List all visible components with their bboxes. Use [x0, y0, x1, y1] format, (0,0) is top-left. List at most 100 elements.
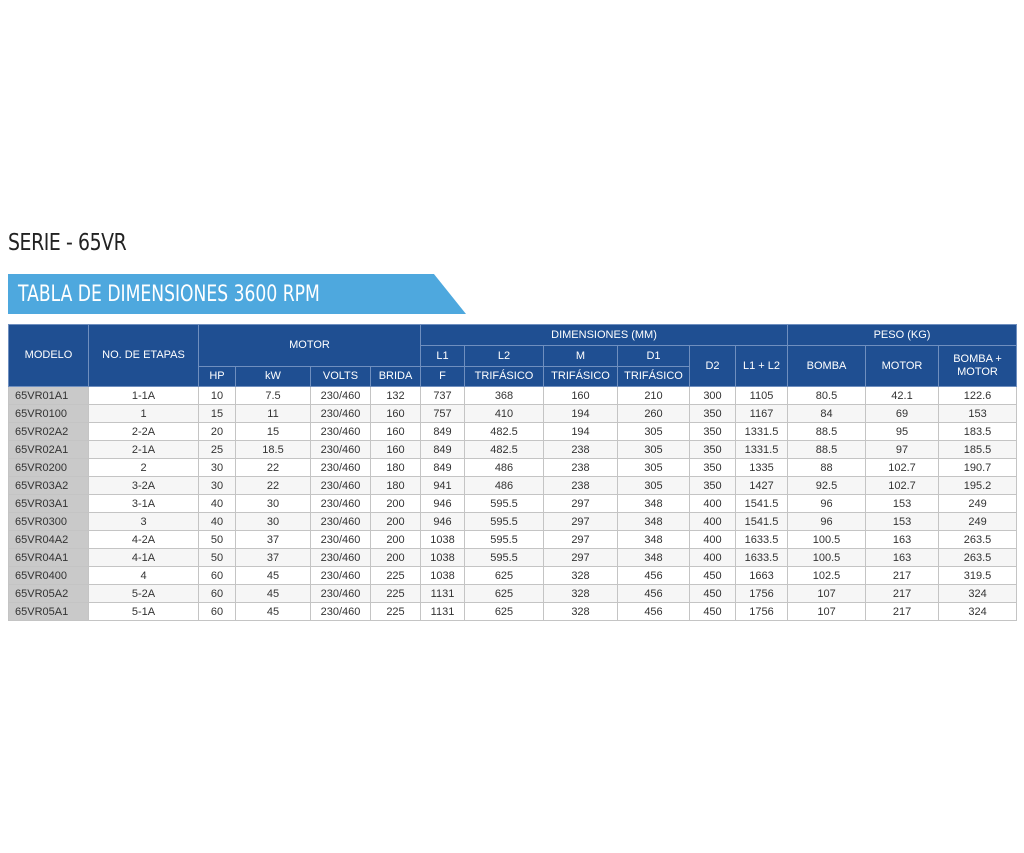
cell-l1-l2: 1633.5: [734, 530, 789, 549]
cell-m: 328: [543, 566, 618, 585]
table-row: 65VR03A2 3-2A 30 22 230/460 180 941 486 238 305 35…: [8, 476, 1018, 495]
cell-l2: 595.5: [464, 512, 544, 531]
cell-l2: 482.5: [464, 440, 544, 459]
cell-d2: 350: [689, 440, 736, 459]
cell-modelo: 65VR02A2: [8, 422, 89, 441]
header-l1-l2: L1 + L2: [734, 345, 789, 387]
cell-d2: 450: [689, 584, 736, 603]
cell-l1-f: 849: [420, 458, 465, 477]
table-row: 65VR03A1 3-1A 40 30 230/460 200 946 595.5 297 348…: [8, 494, 1018, 513]
cell-kw: 15: [235, 422, 311, 441]
cell-hp: 50: [198, 530, 236, 549]
header-d2: D2: [689, 345, 736, 387]
cell-volts: 230/460: [310, 422, 371, 441]
cell-etapas: 5-2A: [88, 584, 199, 603]
cell-d1: 348: [617, 494, 690, 513]
cell-m: 194: [543, 422, 618, 441]
header-kw: kW: [235, 366, 311, 387]
cell-m: 297: [543, 548, 618, 567]
cell-d1: 260: [617, 404, 690, 423]
cell-modelo: 65VR04A2: [8, 530, 89, 549]
table-row: 65VR04A1 4-1A 50 37 230/460 200 1038 595.5 297 34…: [8, 548, 1018, 567]
header-d1-sub: TRIFÁSICO: [617, 366, 690, 387]
cell-l1-l2: 1756: [734, 584, 789, 603]
table-row: 65VR04A2 4-2A 50 37 230/460 200 1038 595.5 297 34…: [8, 530, 1018, 549]
cell-m: 238: [543, 440, 618, 459]
cell-volts: 230/460: [310, 440, 371, 459]
cell-l1-f: 946: [420, 494, 465, 513]
cell-peso-total: 263.5: [938, 548, 1018, 567]
cell-m: 297: [543, 530, 618, 549]
header-bomba: BOMBA: [787, 345, 867, 387]
cell-d1: 348: [617, 548, 690, 567]
cell-kw: 45: [235, 566, 311, 585]
cell-brida: 200: [370, 494, 421, 513]
cell-volts: 230/460: [310, 458, 371, 477]
cell-modelo: 65VR0200: [8, 458, 89, 477]
cell-modelo: 65VR05A1: [8, 602, 89, 621]
cell-d2: 300: [689, 386, 736, 405]
cell-l1-l2: 1427: [734, 476, 789, 495]
cell-m: 297: [543, 494, 618, 513]
cell-brida: 180: [370, 458, 421, 477]
cell-d2: 450: [689, 602, 736, 621]
cell-brida: 160: [370, 404, 421, 423]
cell-modelo: 65VR0300: [8, 512, 89, 531]
cell-peso-total: 324: [938, 602, 1018, 621]
table-row: 65VR0300 3 40 30 230/460 200 946 595.5 297 348 400…: [8, 512, 1018, 531]
cell-etapas: 4-2A: [88, 530, 199, 549]
cell-l1-l2: 1335: [734, 458, 789, 477]
cell-modelo: 65VR0100: [8, 404, 89, 423]
cell-modelo: 65VR03A2: [8, 476, 89, 495]
cell-peso-motor: 102.7: [865, 476, 940, 495]
header-d1: D1: [617, 345, 690, 367]
header-m-sub: TRIFÁSICO: [543, 366, 618, 387]
cell-l2: 410: [464, 404, 544, 423]
cell-l1-f: 849: [420, 440, 465, 459]
cell-hp: 60: [198, 566, 236, 585]
cell-volts: 230/460: [310, 494, 371, 513]
header-l2: L2: [464, 345, 544, 367]
cell-l1-l2: 1167: [734, 404, 789, 423]
cell-hp: 30: [198, 476, 236, 495]
cell-d1: 305: [617, 458, 690, 477]
cell-etapas: 3-1A: [88, 494, 199, 513]
cell-m: 238: [543, 458, 618, 477]
cell-brida: 225: [370, 584, 421, 603]
cell-peso-total: 324: [938, 584, 1018, 603]
cell-volts: 230/460: [310, 512, 371, 531]
cell-d1: 348: [617, 530, 690, 549]
cell-brida: 200: [370, 548, 421, 567]
cell-peso-motor: 42.1: [865, 386, 940, 405]
cell-l1-l2: 1663: [734, 566, 789, 585]
cell-etapas: 3: [88, 512, 199, 531]
cell-peso-motor: 153: [865, 512, 940, 531]
cell-m: 238: [543, 476, 618, 495]
cell-m: 328: [543, 602, 618, 621]
header-l1: L1: [420, 345, 465, 367]
cell-peso-total: 185.5: [938, 440, 1018, 459]
header-motor-weight: MOTOR: [865, 345, 940, 387]
cell-l2: 368: [464, 386, 544, 405]
cell-peso-bomba: 96: [787, 494, 867, 513]
cell-peso-motor: 102.7: [865, 458, 940, 477]
header-l2-sub: TRIFÁSICO: [464, 366, 544, 387]
cell-hp: 25: [198, 440, 236, 459]
cell-volts: 230/460: [310, 386, 371, 405]
cell-kw: 11: [235, 404, 311, 423]
header-brida: BRIDA: [370, 366, 421, 387]
cell-d1: 348: [617, 512, 690, 531]
cell-peso-total: 183.5: [938, 422, 1018, 441]
cell-peso-bomba: 80.5: [787, 386, 867, 405]
cell-peso-motor: 97: [865, 440, 940, 459]
table-body: 65VR01A1 1-1A 10 7.5 230/460 132 737 368 160 210 3…: [8, 386, 1018, 621]
cell-d2: 350: [689, 476, 736, 495]
cell-l1-f: 1038: [420, 530, 465, 549]
table-row: 65VR02A2 2-2A 20 15 230/460 160 849 482.5 194 305…: [8, 422, 1018, 441]
cell-l1-f: 1038: [420, 548, 465, 567]
cell-modelo: 65VR05A2: [8, 584, 89, 603]
cell-l2: 486: [464, 476, 544, 495]
cell-modelo: 65VR03A1: [8, 494, 89, 513]
cell-volts: 230/460: [310, 548, 371, 567]
cell-modelo: 65VR01A1: [8, 386, 89, 405]
